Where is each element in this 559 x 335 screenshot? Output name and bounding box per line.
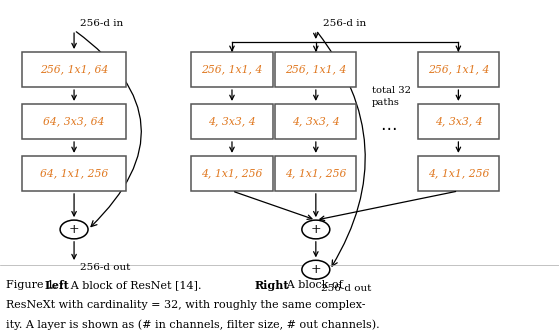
FancyBboxPatch shape bbox=[418, 104, 499, 139]
Text: ity. A layer is shown as (# in channels, filter size, # out channels).: ity. A layer is shown as (# in channels,… bbox=[6, 320, 379, 331]
Text: ResNeXt with cardinality = 32, with roughly the same complex-: ResNeXt with cardinality = 32, with roug… bbox=[6, 300, 365, 310]
Text: 4, 3x3, 4: 4, 3x3, 4 bbox=[292, 117, 340, 126]
Text: :  A block of: : A block of bbox=[276, 280, 342, 290]
Text: 64, 3x3, 64: 64, 3x3, 64 bbox=[44, 117, 105, 126]
Text: 4, 1x1, 256: 4, 1x1, 256 bbox=[285, 169, 347, 178]
Text: 64, 1x1, 256: 64, 1x1, 256 bbox=[40, 169, 108, 178]
FancyArrowPatch shape bbox=[318, 32, 365, 266]
Text: $\cdots$: $\cdots$ bbox=[380, 119, 397, 136]
Text: 256, 1x1, 4: 256, 1x1, 4 bbox=[201, 65, 263, 74]
FancyBboxPatch shape bbox=[275, 104, 357, 139]
Text: 256, 1x1, 4: 256, 1x1, 4 bbox=[285, 65, 347, 74]
FancyBboxPatch shape bbox=[191, 156, 273, 191]
Text: +: + bbox=[310, 263, 321, 276]
FancyArrowPatch shape bbox=[77, 32, 141, 226]
Text: +: + bbox=[310, 223, 321, 236]
Text: 4, 3x3, 4: 4, 3x3, 4 bbox=[434, 117, 482, 126]
FancyBboxPatch shape bbox=[22, 52, 126, 87]
Text: Left: Left bbox=[44, 280, 69, 291]
FancyBboxPatch shape bbox=[418, 156, 499, 191]
Text: total 32: total 32 bbox=[372, 86, 411, 95]
FancyBboxPatch shape bbox=[22, 104, 126, 139]
Text: 256-d out: 256-d out bbox=[80, 264, 130, 272]
FancyBboxPatch shape bbox=[418, 52, 499, 87]
FancyBboxPatch shape bbox=[275, 52, 357, 87]
FancyBboxPatch shape bbox=[22, 156, 126, 191]
Text: 256-d in: 256-d in bbox=[323, 19, 366, 28]
Text: 256-d out: 256-d out bbox=[321, 284, 372, 292]
Text: Right: Right bbox=[254, 280, 289, 291]
Text: 256-d in: 256-d in bbox=[80, 19, 123, 28]
Text: 4, 1x1, 256: 4, 1x1, 256 bbox=[428, 169, 489, 178]
FancyBboxPatch shape bbox=[191, 52, 273, 87]
Text: :  A block of ResNet [14].: : A block of ResNet [14]. bbox=[60, 280, 216, 290]
Ellipse shape bbox=[302, 220, 330, 239]
FancyBboxPatch shape bbox=[275, 156, 357, 191]
Ellipse shape bbox=[60, 220, 88, 239]
FancyBboxPatch shape bbox=[191, 104, 273, 139]
Text: 256, 1x1, 4: 256, 1x1, 4 bbox=[428, 65, 489, 74]
Ellipse shape bbox=[302, 260, 330, 279]
Text: 4, 1x1, 256: 4, 1x1, 256 bbox=[201, 169, 263, 178]
Text: paths: paths bbox=[372, 98, 400, 107]
Text: 256, 1x1, 64: 256, 1x1, 64 bbox=[40, 65, 108, 74]
Text: +: + bbox=[69, 223, 79, 236]
Text: 4, 3x3, 4: 4, 3x3, 4 bbox=[208, 117, 256, 126]
Text: Figure 1.: Figure 1. bbox=[6, 280, 64, 290]
